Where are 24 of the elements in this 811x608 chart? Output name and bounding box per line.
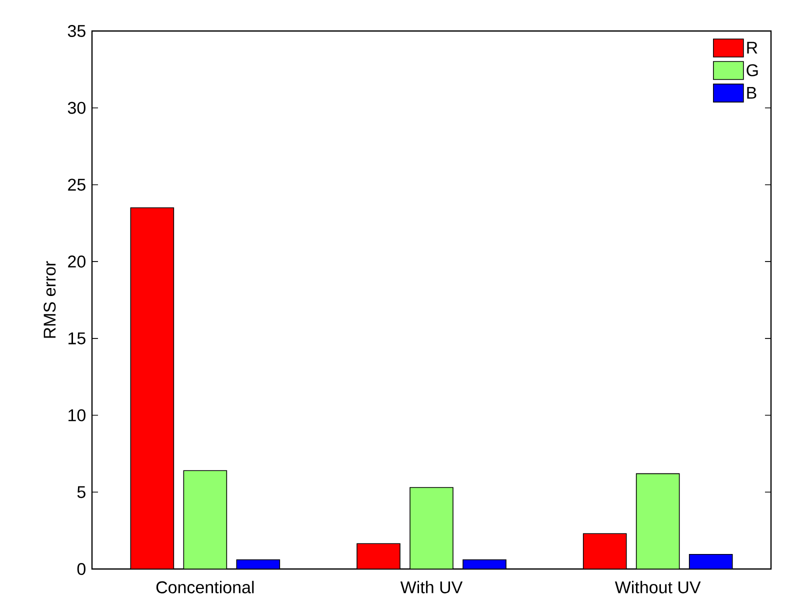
y-tick-label: 30	[68, 102, 86, 114]
y-tick-label: 10	[68, 409, 86, 422]
x-tick-label: With UV	[400, 580, 463, 594]
bar	[356, 543, 400, 569]
y-axis-title: RMS error	[44, 261, 56, 338]
legend-label: G	[746, 64, 758, 76]
y-tick-label: 15	[68, 332, 86, 344]
x-tick-label: Concentional	[156, 580, 254, 594]
y-tick-label: 20	[68, 256, 86, 268]
bar	[236, 560, 280, 569]
y-tick-label: 0	[77, 562, 86, 576]
bar	[130, 207, 174, 569]
x-tick-label: Without UV	[614, 580, 701, 594]
bar	[582, 533, 627, 569]
bar	[636, 473, 680, 569]
bar	[183, 470, 228, 569]
y-tick-label: 35	[68, 24, 86, 38]
bar	[463, 560, 506, 569]
legend-label: B	[747, 86, 756, 99]
bar	[688, 554, 733, 569]
y-tick-label: 25	[68, 178, 86, 191]
bar	[410, 487, 454, 569]
legend-label: R	[747, 42, 758, 54]
y-tick-label: 5	[77, 486, 86, 498]
